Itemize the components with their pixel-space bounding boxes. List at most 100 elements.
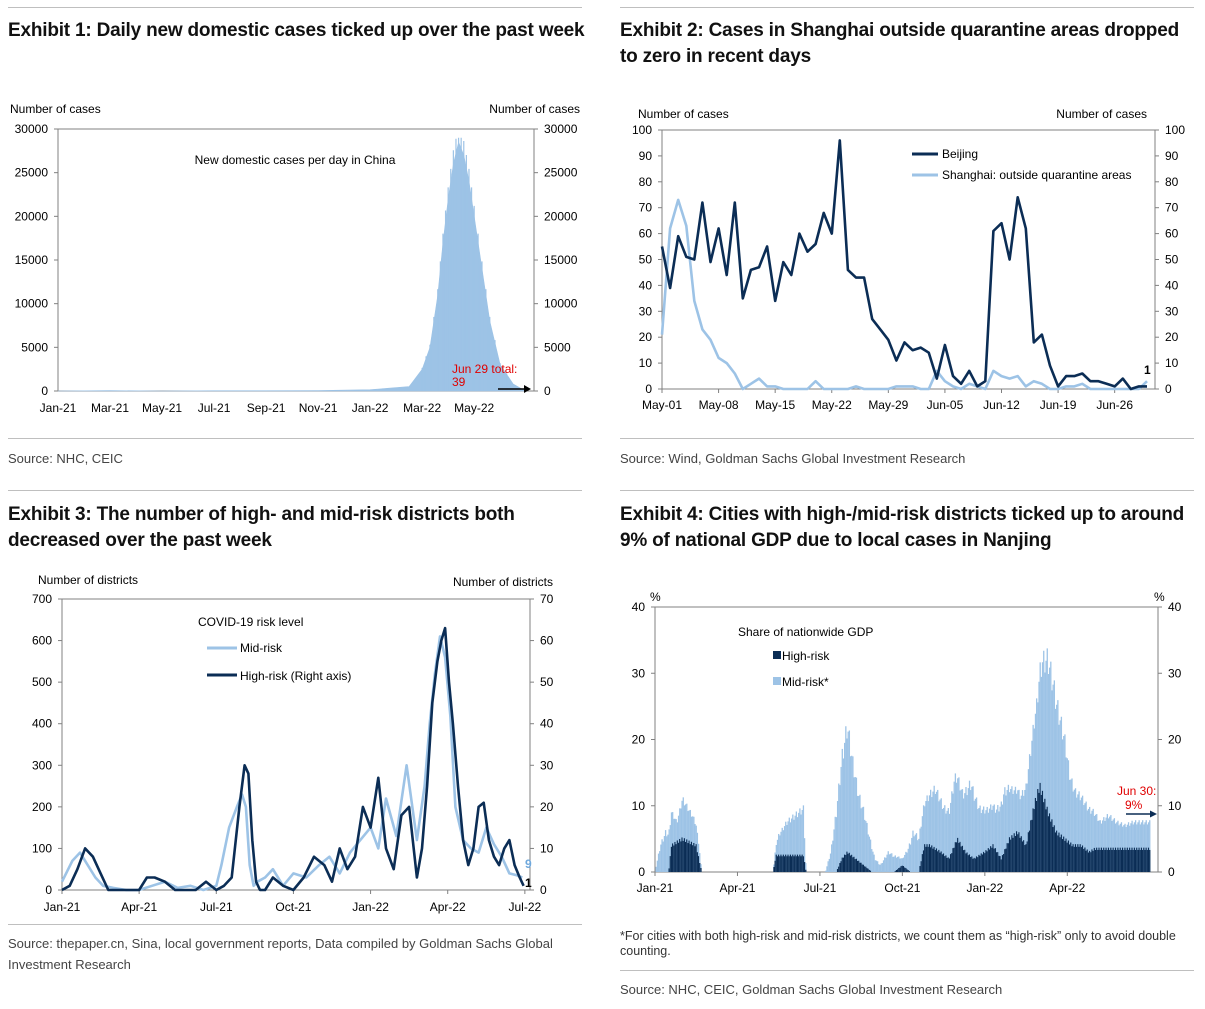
y-tick-label-left: 200	[32, 800, 52, 814]
x-tick-label: Jan-22	[352, 900, 389, 914]
y-tick-label-right: 10	[1165, 356, 1179, 370]
y-tick-label-right: 30	[1168, 666, 1182, 680]
y-tick-label-right: 70	[540, 592, 554, 606]
y-tick-label-left: 20000	[15, 209, 49, 223]
y-tick-label-right: 0	[540, 883, 547, 897]
x-tick-label: May-01	[642, 398, 682, 412]
y-tick-label-right: 20000	[544, 209, 578, 223]
divider	[8, 438, 582, 439]
y-tick-label-right: 100	[1165, 123, 1185, 137]
x-tick-label: Nov-21	[299, 401, 338, 415]
x-tick-label: Apr-22	[1049, 881, 1085, 895]
x-tick-label: May-08	[699, 398, 739, 412]
y-tick-label-left: 0	[645, 382, 652, 396]
divider	[620, 490, 1194, 491]
x-tick-label: Apr-22	[430, 900, 466, 914]
high-risk-line	[61, 626, 525, 892]
y-tick-label-left: 500	[32, 675, 52, 689]
legend-title: COVID-19 risk level	[198, 615, 303, 629]
x-tick-label: Mar-21	[91, 401, 129, 415]
x-tick-label: Jan-21	[637, 881, 674, 895]
x-tick-label: Oct-21	[275, 900, 311, 914]
y-tick-label-right: 10	[1168, 799, 1182, 813]
x-tick-label: Apr-21	[719, 881, 755, 895]
legend-label-beijing: Beijing	[942, 147, 978, 161]
y-axis-title-left: %	[650, 590, 661, 604]
x-tick-label: Jun-05	[927, 398, 964, 412]
y-tick-label-left: 50	[639, 253, 653, 267]
y-tick-label-right: 40	[1168, 600, 1182, 614]
annotation-value: 39	[452, 375, 466, 389]
exhibit-2-source: Source: Wind, Goldman Sachs Global Inves…	[620, 451, 966, 466]
x-tick-label: Jun-19	[1040, 398, 1077, 412]
exhibit-4-title: Exhibit 4: Cities with high-/mid-risk di…	[620, 504, 1185, 551]
y-tick-label-right: 50	[540, 675, 554, 689]
exhibit-2-chart: Number of cases Number of cases0102030405…	[632, 107, 1185, 412]
x-tick-label: Oct-21	[884, 881, 920, 895]
y-tick-label-left: 100	[632, 123, 652, 137]
y-tick-label-left: 80	[639, 175, 653, 189]
y-tick-label-left: 0	[45, 883, 52, 897]
x-tick-label: Jun-12	[983, 398, 1020, 412]
y-tick-label-right: 30	[540, 758, 554, 772]
x-tick-label: Jan-21	[40, 401, 77, 415]
y-tick-label-right: 0	[1168, 865, 1175, 879]
y-tick-label-right: 20	[1165, 330, 1179, 344]
x-tick-label: May-29	[868, 398, 908, 412]
end-value-label: 1	[1144, 363, 1151, 377]
y-tick-label-left: 40	[639, 278, 653, 292]
annotation-label: Jun 29 total:	[452, 362, 517, 376]
y-tick-label-right: 5000	[544, 340, 571, 354]
y-tick-label-left: 30	[632, 666, 646, 680]
y-tick-label-left: 300	[32, 758, 52, 772]
x-tick-label: Jan-22	[352, 401, 389, 415]
y-tick-label-left: 20	[632, 733, 646, 747]
y-tick-label-left: 100	[32, 841, 52, 855]
exhibit-3-title: Exhibit 3: The number of high- and mid-r…	[8, 504, 515, 551]
legend-title: Share of nationwide GDP	[738, 625, 873, 639]
x-tick-label: Jan-22	[966, 881, 1003, 895]
x-tick-label: Sep-21	[247, 401, 286, 415]
exhibit-1-chart: Number of cases Number of cases 0 5000 10000…	[10, 102, 580, 415]
x-tick-label: Mar-22	[403, 401, 441, 415]
y-axis-title-right: Number of cases	[1056, 107, 1147, 121]
y-tick-label-right: 0	[1165, 382, 1172, 396]
x-tick-label: May-22	[454, 401, 494, 415]
y-axis-title-right: Number of cases	[489, 102, 580, 116]
end-label-mid: 9	[525, 857, 532, 871]
y-tick-label-left: 700	[32, 592, 52, 606]
divider	[620, 438, 1194, 439]
exhibit-3-source: Source: thepaper.cn, Sina, local governm…	[8, 936, 553, 972]
y-tick-label-right: 15000	[544, 253, 578, 267]
beijing-line	[660, 139, 1147, 391]
y-tick-label-right: 0	[544, 384, 551, 398]
y-axis-title-right: Number of districts	[453, 575, 553, 589]
y-tick-label-left: 10	[639, 356, 653, 370]
y-tick-label-right: 90	[1165, 149, 1179, 163]
y-tick-label-left: 20	[639, 330, 653, 344]
y-tick-label-left: 40	[632, 600, 646, 614]
y-tick-label-left: 30000	[15, 122, 49, 136]
y-tick-label-right: 50	[1165, 253, 1179, 267]
y-tick-label-left: 25000	[15, 166, 49, 180]
divider	[8, 490, 582, 491]
y-axis-title-left: Number of cases	[10, 102, 101, 116]
plot-frame	[61, 598, 531, 891]
y-tick-label-left: 10000	[15, 297, 49, 311]
exhibit-2-title: Exhibit 2: Cases in Shanghai outside qua…	[620, 20, 1179, 67]
x-tick-label: Apr-21	[121, 900, 157, 914]
x-tick-label: Jul-21	[198, 401, 231, 415]
divider	[620, 970, 1194, 971]
divider	[8, 924, 582, 925]
legend-swatch-high	[773, 651, 781, 659]
y-tick-label-left: 15000	[15, 253, 49, 267]
y-tick-label-left: 30	[639, 304, 653, 318]
exhibit-3-chart: Number of districts Number of districts01…	[32, 573, 554, 914]
y-tick-label-left: 70	[639, 201, 653, 215]
annotation-value: 9%	[1125, 798, 1143, 812]
y-axis-title-right: %	[1154, 590, 1165, 604]
shanghai-line	[660, 198, 1148, 391]
y-tick-label-right: 25000	[544, 166, 578, 180]
exhibit-4-source: Source: NHC, CEIC, Goldman Sachs Global …	[620, 982, 1003, 997]
y-tick-label-left: 5000	[21, 340, 48, 354]
